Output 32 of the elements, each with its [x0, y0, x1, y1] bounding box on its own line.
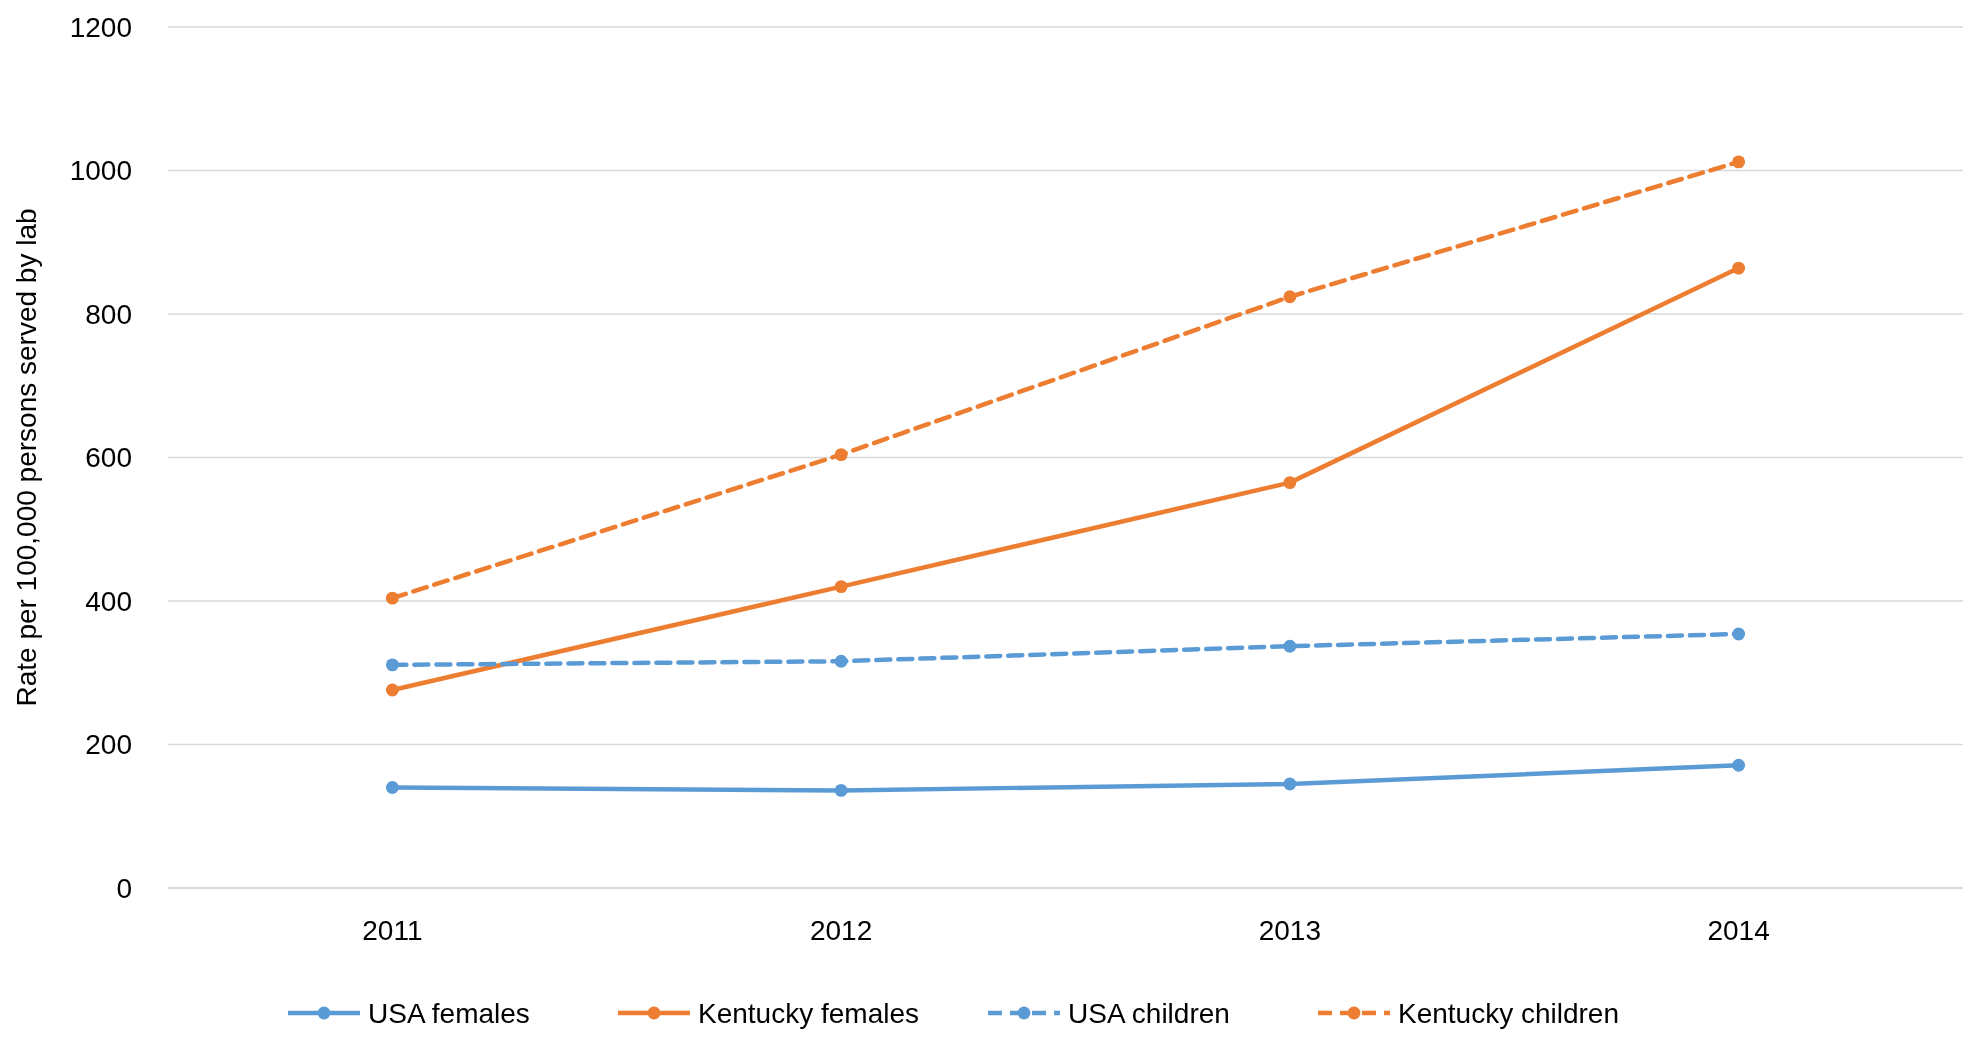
point [1732, 261, 1746, 275]
point [834, 448, 848, 462]
y-tick-label: 1200 [69, 11, 132, 43]
y-tick-label: 400 [85, 585, 132, 617]
legend-label: USA children [1068, 997, 1230, 1029]
x-tick-label: 2014 [1707, 915, 1770, 946]
y-tick-label: 600 [85, 442, 132, 474]
point [834, 784, 848, 797]
x-tick-label: 2013 [1258, 915, 1322, 946]
y-tick-label: 0 [116, 872, 132, 904]
legend-label: Kentucky females [698, 997, 919, 1029]
point [1283, 290, 1297, 304]
point [385, 591, 399, 605]
point [1732, 627, 1746, 641]
legend-label: USA females [368, 997, 530, 1029]
x-tick-label: 2011 [362, 915, 423, 946]
x-tick-label: 2012 [809, 915, 873, 946]
point [1732, 758, 1746, 772]
point [834, 654, 848, 668]
point [1283, 777, 1297, 791]
point [834, 580, 848, 594]
point [1732, 155, 1746, 169]
y-axis-title: Rate per 100,000 persons served by lab [11, 208, 42, 707]
y-tick-label: 1000 [69, 155, 132, 187]
legend-label: Kentucky children [1398, 997, 1620, 1029]
point [385, 658, 399, 672]
y-tick-label: 800 [85, 298, 132, 330]
y-tick-label: 200 [85, 729, 132, 761]
point [1283, 476, 1297, 490]
point [385, 683, 399, 697]
point [385, 781, 399, 794]
point [1283, 639, 1297, 653]
